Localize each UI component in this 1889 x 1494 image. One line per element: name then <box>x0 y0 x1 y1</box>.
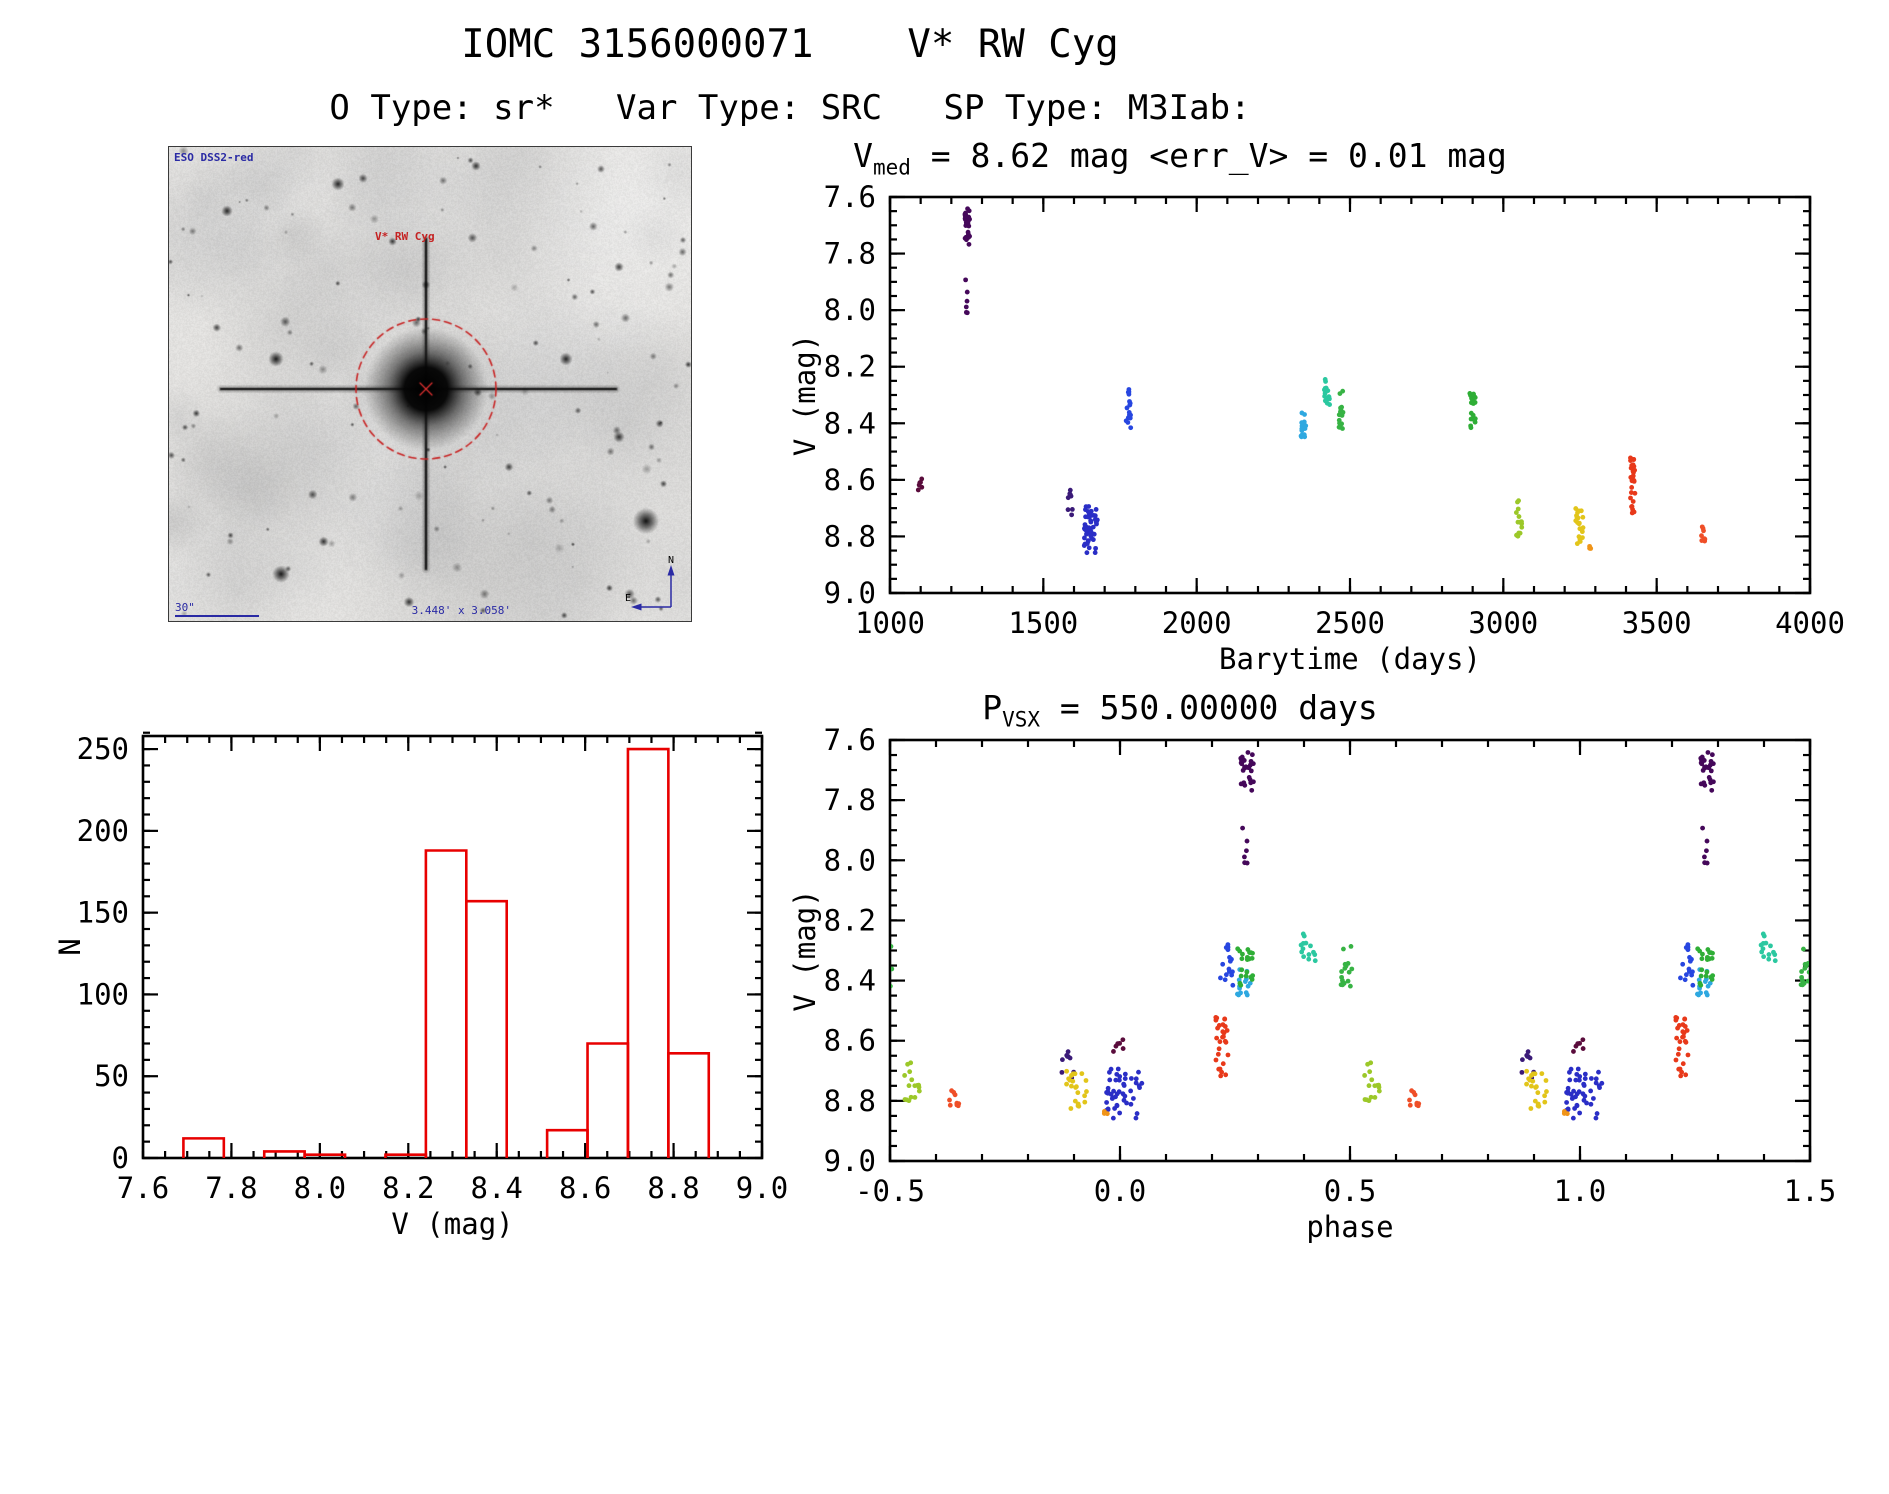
svg-text:3500: 3500 <box>1622 606 1692 640</box>
svg-text:4000: 4000 <box>1775 606 1845 640</box>
svg-text:1.5: 1.5 <box>1784 1174 1836 1208</box>
svg-text:8.0: 8.0 <box>294 1171 346 1205</box>
svg-text:8.4: 8.4 <box>824 964 876 998</box>
svg-text:250: 250 <box>77 732 129 766</box>
page-subtitle: O Type: sr* Var Type: SRC SP Type: M3Iab… <box>329 88 1251 128</box>
magnitude-histogram-plot: 7.6 7.8 8.0 8.2 8.4 8.6 8.8 9.0 0 50 100 150 200 250 V… <box>55 731 788 1241</box>
svg-text:-0.5: -0.5 <box>855 1174 925 1208</box>
svg-text:8.0: 8.0 <box>824 293 876 327</box>
svg-text:3000: 3000 <box>1468 606 1538 640</box>
svg-text:150: 150 <box>77 896 129 930</box>
svg-text:8.4: 8.4 <box>471 1171 523 1205</box>
light-curve-title-prefix: V <box>853 136 873 175</box>
svg-text:8.0: 8.0 <box>824 843 876 877</box>
svg-text:7.8: 7.8 <box>824 237 876 271</box>
svg-text:8.4: 8.4 <box>824 406 876 440</box>
svg-text:Barytime (days): Barytime (days) <box>1219 642 1481 676</box>
svg-text:7.6: 7.6 <box>824 728 876 757</box>
sky-image-canvas <box>169 147 691 621</box>
survey-label: ESO DSS2-red <box>174 151 254 164</box>
compass-rose: N E <box>625 555 675 611</box>
svg-text:8.8: 8.8 <box>824 1084 876 1118</box>
sky-finder-chart: ESO DSS2-red V* RW Cyg 30" 3.448' x 3.05… <box>168 146 692 622</box>
svg-text:N: N <box>55 938 87 955</box>
svg-text:8.2: 8.2 <box>824 903 876 937</box>
svg-text:V (mag): V (mag) <box>391 1207 513 1241</box>
phase-folded-plot: -0.5 0.0 0.5 1.0 1.5 7.6 7.8 8.0 8.2 8.4 8.6 8.8 9.0… <box>788 728 1836 1244</box>
light-curve-title-rest: = 8.62 mag <err_V> = 0.01 mag <box>910 136 1507 175</box>
light-curve-plot: 1000 1500 2000 2500 3000 3500 4000 7.6 7.8 8.0 8.2… <box>788 180 1845 676</box>
svg-text:8.2: 8.2 <box>382 1171 434 1205</box>
svg-text:8.6: 8.6 <box>559 1171 611 1205</box>
svg-text:8.8: 8.8 <box>824 519 876 553</box>
scale-bar: 30" <box>175 600 259 617</box>
svg-text:50: 50 <box>94 1059 129 1093</box>
svg-text:8.2: 8.2 <box>824 350 876 384</box>
svg-text:2000: 2000 <box>1162 606 1232 640</box>
light-curve-title: Vmed = 8.62 mag <err_V> = 0.01 mag <box>690 136 1670 180</box>
compass-north-arrow-icon <box>667 565 675 576</box>
phase-plot-title-prefix: P <box>982 688 1003 727</box>
svg-text:0.5: 0.5 <box>1324 1174 1376 1208</box>
phase-plot-title-rest: = 550.00000 days <box>1040 688 1378 727</box>
svg-text:100: 100 <box>77 977 129 1011</box>
svg-text:7.6: 7.6 <box>117 1171 169 1205</box>
scale-label: 30" <box>175 600 195 614</box>
svg-text:200: 200 <box>77 814 129 848</box>
svg-text:9.0: 9.0 <box>824 1144 876 1178</box>
phase-plot-title-subscript: VSX <box>1002 707 1041 732</box>
page-title: IOMC 3156000071 V* RW Cyg <box>461 22 1119 67</box>
light-curve-title-subscript: med <box>872 155 911 180</box>
svg-text:8.6: 8.6 <box>824 463 876 497</box>
field-size-label: 3.448' x 3.058' <box>411 603 511 617</box>
svg-text:0.0: 0.0 <box>1094 1174 1146 1208</box>
svg-text:7.8: 7.8 <box>824 783 876 817</box>
scale-bar-line <box>175 615 259 617</box>
svg-text:7.8: 7.8 <box>205 1171 257 1205</box>
svg-text:2500: 2500 <box>1315 606 1385 640</box>
phase-plot-title: PVSX = 550.00000 days <box>690 688 1670 732</box>
svg-text:0: 0 <box>112 1141 129 1175</box>
svg-text:7.6: 7.6 <box>824 180 876 214</box>
compass-east-arrow-icon <box>631 603 642 611</box>
svg-text:9.0: 9.0 <box>736 1171 788 1205</box>
svg-text:V (mag): V (mag) <box>788 889 822 1011</box>
svg-text:phase: phase <box>1306 1210 1393 1244</box>
svg-text:1500: 1500 <box>1008 606 1078 640</box>
svg-text:9.0: 9.0 <box>824 576 876 610</box>
svg-text:1000: 1000 <box>855 606 925 640</box>
svg-text:1.0: 1.0 <box>1554 1174 1606 1208</box>
target-star-label: V* RW Cyg <box>375 230 435 243</box>
compass-east-label: E <box>625 593 631 604</box>
svg-text:8.8: 8.8 <box>647 1171 699 1205</box>
svg-text:V (mag): V (mag) <box>788 334 822 456</box>
compass-north-label: N <box>668 555 674 566</box>
svg-text:8.6: 8.6 <box>824 1024 876 1058</box>
